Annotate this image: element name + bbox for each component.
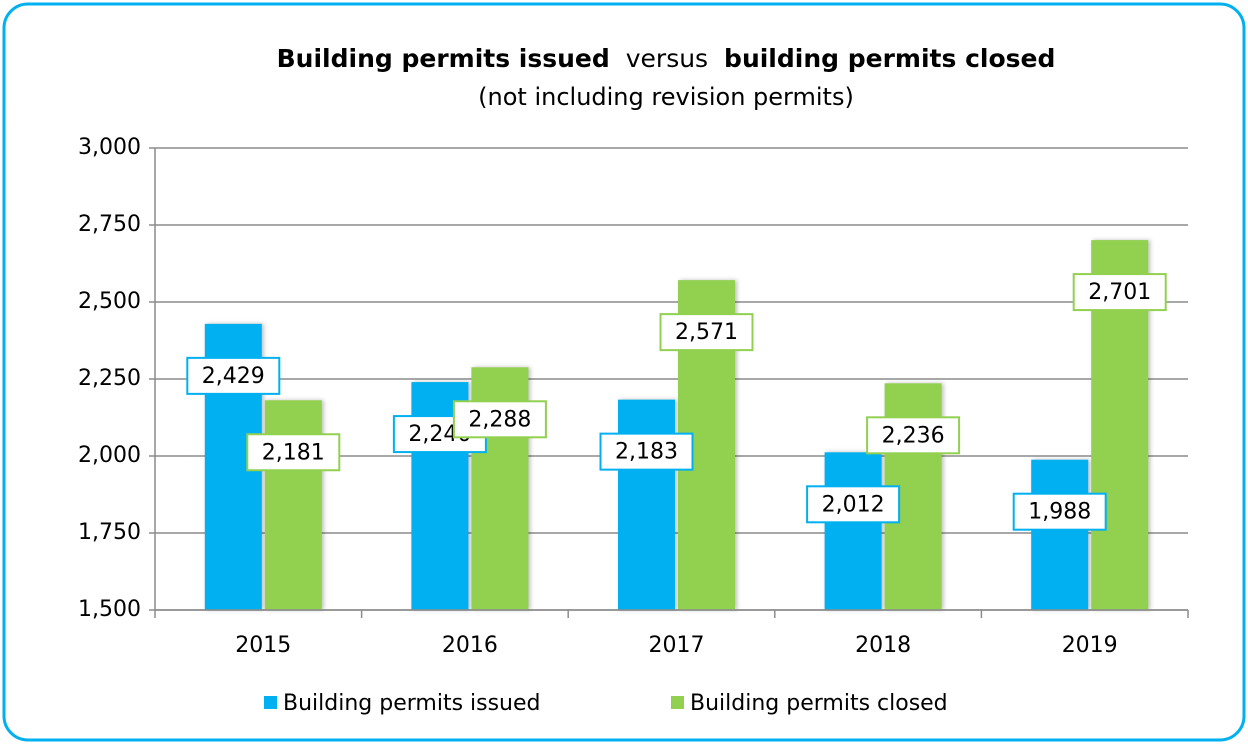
data-label: 2,701 [1088, 280, 1151, 305]
legend-swatch [671, 696, 684, 709]
data-label-box [1012, 492, 1107, 531]
title-part: Building permits issued [277, 44, 610, 73]
bar [264, 400, 322, 610]
y-tick-label: 1,500 [78, 597, 141, 622]
y-tick-label: 1,750 [78, 520, 141, 545]
data-label: 2,288 [468, 407, 531, 432]
data-label: 2,571 [675, 320, 738, 345]
data-label-box [659, 313, 754, 352]
data-label: 2,012 [822, 492, 885, 517]
data-label: 2,183 [615, 440, 678, 465]
y-tick-label: 2,750 [78, 212, 141, 237]
data-label-box [866, 416, 961, 455]
bar [824, 452, 882, 610]
bar [618, 399, 675, 610]
y-tick-label: 3,000 [78, 135, 141, 160]
legend-label: Building permits closed [690, 691, 948, 716]
title-part: versus [626, 44, 708, 73]
chart-title: Building permits issued versus building … [277, 44, 1056, 73]
x-tick-label: 2015 [235, 633, 291, 658]
y-tick-label: 2,500 [78, 289, 141, 314]
data-label: 2,429 [202, 364, 265, 389]
data-label-box [806, 485, 901, 524]
x-tick-label: 2017 [649, 633, 705, 658]
y-tick-label: 2,250 [78, 366, 141, 391]
data-label-box [599, 432, 694, 471]
data-label: 2,236 [882, 423, 945, 448]
data-label-box [186, 356, 281, 395]
chart-subtitle: (not including revision permits) [478, 83, 854, 111]
data-label: 2,181 [262, 440, 325, 465]
bar [1031, 459, 1089, 610]
legend-label: Building permits issued [283, 691, 541, 716]
x-tick-label: 2019 [1062, 633, 1118, 658]
legend-swatch [264, 696, 277, 709]
x-tick-label: 2018 [855, 633, 911, 658]
data-label-box [452, 400, 547, 439]
data-label: 1,988 [1028, 500, 1091, 525]
y-tick-label: 2,000 [78, 443, 141, 468]
x-tick-label: 2016 [442, 633, 498, 658]
title-part: building permits closed [724, 44, 1055, 73]
data-label-box [1072, 273, 1167, 312]
data-label-box [246, 433, 341, 472]
